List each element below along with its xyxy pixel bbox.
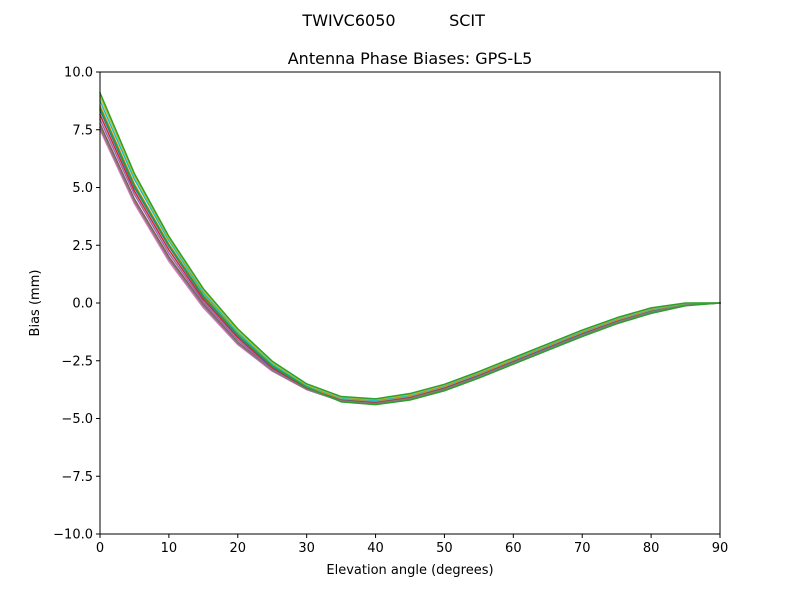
series-line-3 — [99, 118, 721, 404]
x-tick-label: 70 — [574, 541, 591, 556]
x-tick-label: 0 — [96, 541, 104, 556]
series-line-2 — [99, 122, 721, 405]
series-line-9 — [99, 91, 721, 400]
series-line-4 — [99, 113, 721, 404]
plot-frame — [99, 71, 721, 535]
x-tick-label: 60 — [505, 541, 522, 556]
y-tick-label: −2.5 — [61, 354, 93, 369]
x-tick-label: 10 — [161, 541, 178, 556]
x-tick-label: 90 — [712, 541, 729, 556]
x-axis-label: Elevation angle (degrees) — [326, 563, 493, 578]
y-tick-label: −10.0 — [53, 528, 93, 543]
y-tick-label: 10.0 — [64, 66, 93, 81]
figure-suptitle-right: SCIT — [449, 11, 485, 30]
y-tick-label: 2.5 — [72, 239, 93, 254]
y-tick-label: 0.0 — [72, 297, 93, 312]
y-tick-label: −5.0 — [61, 412, 93, 427]
y-tick-label: −7.5 — [61, 470, 93, 485]
x-axis: 0 10 20 30 40 50 60 70 80 90 — [96, 534, 728, 556]
y-tick-label: 5.0 — [72, 181, 93, 196]
y-axis: −10.0 −7.5 −5.0 −2.5 0.0 2.5 5.0 7.5 10.0 — [53, 66, 100, 543]
series-line-8 — [99, 95, 721, 401]
y-axis-label: Bias (mm) — [28, 270, 43, 337]
x-tick-label: 80 — [643, 541, 660, 556]
x-tick-label: 20 — [230, 541, 247, 556]
series-line-11 — [99, 106, 721, 406]
x-tick-label: 40 — [367, 541, 384, 556]
x-tick-label: 50 — [436, 541, 453, 556]
figure-suptitle-left: TWIVC6050 — [301, 11, 395, 30]
chart-title: Antenna Phase Biases: GPS-L5 — [288, 49, 533, 68]
series-line-7 — [99, 99, 721, 402]
y-tick-label: 7.5 — [72, 123, 93, 138]
series-line-6 — [99, 104, 721, 402]
x-tick-label: 30 — [298, 541, 315, 556]
series-line-10 — [99, 126, 721, 405]
series-line-5 — [99, 109, 721, 403]
series-line-1 — [99, 128, 721, 405]
series-layer — [99, 91, 721, 406]
